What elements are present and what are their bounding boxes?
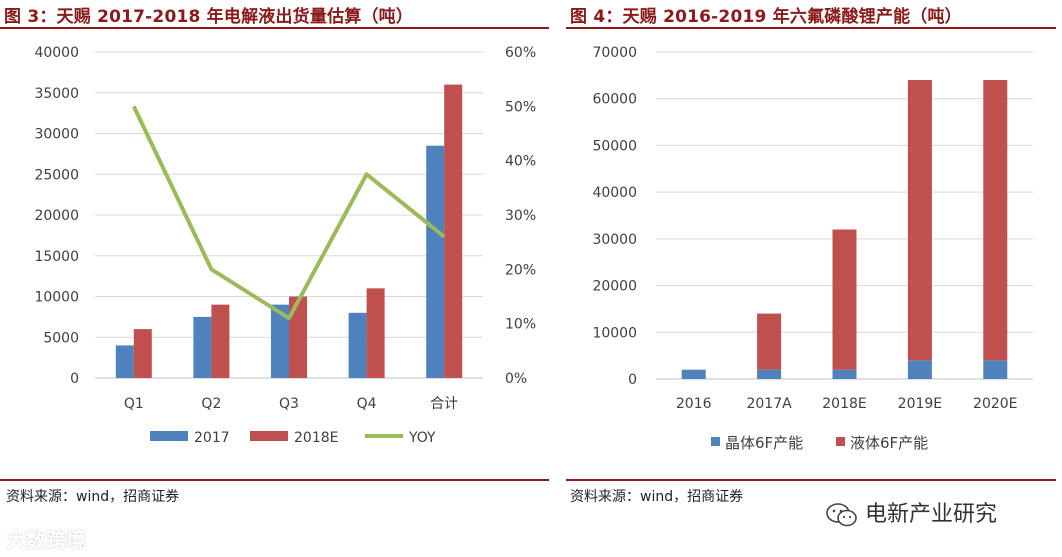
right-figure-title: 图 4：天赐 2016-2019 年六氟磷酸锂产能（吨） bbox=[570, 7, 962, 27]
left-chart: 0 5000 10000 15000 20000 25000 30000 35000 40000… bbox=[34, 45, 536, 446]
x-tick-label: 2019E bbox=[898, 396, 942, 412]
bar-2017 bbox=[193, 316, 212, 378]
bar-2017 bbox=[271, 304, 289, 378]
y-tick-label: 40000 bbox=[592, 185, 637, 201]
watermark-right: 电新产业研究 bbox=[825, 496, 997, 528]
bar-晶体6F产能 bbox=[907, 360, 932, 379]
x-tick-label: Q3 bbox=[279, 396, 299, 412]
y-left-tick-label: 0 bbox=[70, 371, 79, 387]
bar-2018E bbox=[289, 296, 307, 378]
y-tick-label: 70000 bbox=[592, 45, 637, 61]
watermark-right-text: 电新产业研究 bbox=[865, 502, 998, 527]
y-tick-label: 10000 bbox=[592, 325, 637, 341]
y-right-tick-label: 0% bbox=[505, 371, 527, 387]
bar-晶体6F产能 bbox=[983, 360, 1008, 379]
bar-2017 bbox=[348, 312, 367, 378]
y-left-tick-label: 10000 bbox=[34, 290, 79, 306]
wechat-icon bbox=[826, 503, 857, 527]
watermark-left-text: 大数跨境 bbox=[6, 528, 86, 552]
legend-swatch-晶体6F产能 bbox=[711, 437, 720, 446]
legend-swatch-2018E bbox=[250, 431, 288, 441]
y-right-tick-label: 60% bbox=[505, 45, 536, 61]
y-tick-label: 20000 bbox=[592, 279, 637, 295]
left-bottom-rule bbox=[0, 479, 549, 481]
bar-液体6F产能 bbox=[907, 80, 932, 361]
legend-label: 2017 bbox=[194, 430, 230, 446]
y-right-tick-label: 30% bbox=[505, 208, 536, 224]
bar-液体6F产能 bbox=[832, 229, 857, 370]
x-tick-label: 合计 bbox=[430, 396, 458, 412]
bar-晶体6F产能 bbox=[681, 369, 706, 379]
x-tick-label: 2016 bbox=[676, 396, 712, 412]
y-left-tick-label: 40000 bbox=[34, 45, 79, 61]
bar-晶体6F产能 bbox=[757, 369, 782, 379]
left-title-rule bbox=[0, 27, 549, 29]
y-tick-label: 60000 bbox=[592, 92, 637, 108]
right-chart: 0 10000 20000 30000 40000 50000 60000 70000 2016… bbox=[592, 45, 1033, 452]
left-source: 资料来源：wind，招商证券 bbox=[6, 489, 180, 505]
right-source: 资料来源：wind，招商证券 bbox=[570, 489, 744, 505]
x-tick-label: Q2 bbox=[201, 396, 221, 412]
y-right-tick-label: 20% bbox=[505, 262, 536, 278]
y-right-tick-label: 10% bbox=[505, 317, 536, 333]
x-tick-label: 2020E bbox=[973, 396, 1017, 412]
y-right-tick-label: 40% bbox=[505, 154, 536, 170]
bar-2018E bbox=[366, 288, 385, 378]
right-bottom-rule bbox=[566, 479, 1056, 481]
x-tick-label: Q1 bbox=[124, 396, 144, 412]
line-YOY bbox=[131, 105, 446, 321]
bar-液体6F产能 bbox=[983, 80, 1008, 361]
bar-2017 bbox=[115, 345, 134, 378]
y-left-tick-label: 30000 bbox=[34, 127, 79, 143]
legend-label: YOY bbox=[408, 430, 436, 446]
bar-2018E bbox=[444, 84, 463, 378]
bar-2017 bbox=[426, 145, 445, 378]
right-title-rule bbox=[566, 27, 1056, 29]
x-tick-label: 2017A bbox=[746, 396, 792, 412]
y-right-tick-label: 50% bbox=[505, 99, 536, 115]
x-tick-label: Q4 bbox=[357, 396, 377, 412]
y-tick-label: 50000 bbox=[592, 138, 637, 154]
bar-2018E bbox=[211, 304, 230, 378]
bar-晶体6F产能 bbox=[832, 369, 857, 379]
x-tick-label: 2018E bbox=[822, 396, 866, 412]
legend-swatch-2017 bbox=[150, 431, 188, 441]
y-left-tick-label: 5000 bbox=[43, 330, 79, 346]
y-left-tick-label: 20000 bbox=[34, 208, 79, 224]
y-tick-label: 30000 bbox=[592, 232, 637, 248]
legend-label: 晶体6F产能 bbox=[725, 434, 803, 452]
bar-液体6F产能 bbox=[757, 313, 782, 370]
legend-label: 2018E bbox=[294, 430, 338, 446]
y-left-tick-label: 25000 bbox=[34, 167, 79, 183]
y-left-tick-label: 35000 bbox=[34, 86, 79, 102]
left-figure-title: 图 3：天赐 2017-2018 年电解液出货量估算（吨） bbox=[4, 7, 414, 27]
legend-swatch-液体6F产能 bbox=[836, 437, 845, 446]
y-left-tick-label: 15000 bbox=[34, 249, 79, 265]
y-tick-label: 0 bbox=[628, 372, 637, 388]
bar-2018E bbox=[133, 329, 152, 378]
legend-label: 液体6F产能 bbox=[850, 434, 928, 452]
watermark-left: 大数跨境 bbox=[6, 524, 86, 553]
